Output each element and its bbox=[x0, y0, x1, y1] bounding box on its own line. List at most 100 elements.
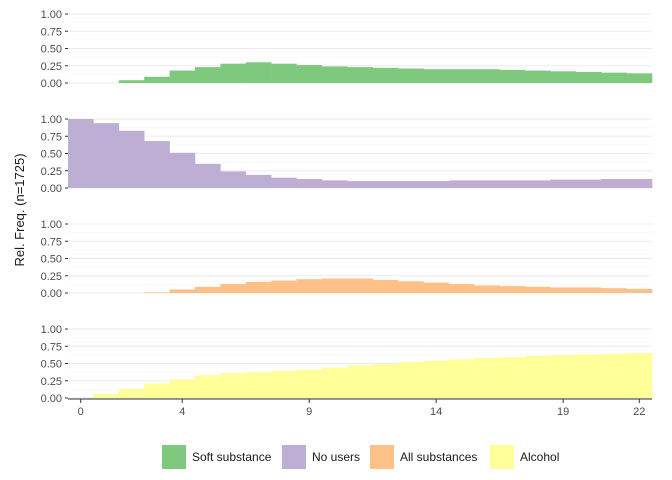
area-bar bbox=[194, 67, 221, 83]
chart-panels: 0.00 0.25 0.50 0.75 1.00 0.00 0.25 0.50 0.75 1.00… bbox=[41, 9, 653, 405]
area-bar bbox=[296, 279, 323, 293]
area-bar bbox=[194, 375, 221, 398]
y-tick-label: 1.00 bbox=[41, 9, 62, 21]
area-bar bbox=[144, 76, 170, 83]
area-bar bbox=[245, 372, 272, 398]
legend-item: All substances bbox=[370, 445, 477, 469]
panel-alcohol: 0.00 0.25 0.50 0.75 1.00 bbox=[41, 324, 653, 405]
y-tick-label: 1.00 bbox=[41, 324, 62, 336]
x-tick-label: 19 bbox=[557, 406, 569, 418]
panel-no-users: 0.00 0.25 0.50 0.75 1.00 bbox=[41, 114, 653, 195]
legend-swatch bbox=[162, 445, 186, 469]
area-bar bbox=[144, 141, 170, 188]
area-bar bbox=[144, 292, 170, 293]
area-bar bbox=[575, 287, 602, 293]
x-tick-label: 0 bbox=[78, 406, 84, 418]
area-bar bbox=[550, 287, 577, 293]
area-bar bbox=[220, 63, 247, 83]
y-tick-label: 0.25 bbox=[41, 166, 62, 178]
area-bar bbox=[93, 393, 120, 398]
y-tick-label: 1.00 bbox=[41, 114, 62, 126]
panel-all-substances: 0.00 0.25 0.50 0.75 1.00 bbox=[41, 219, 653, 300]
area-bar bbox=[296, 179, 323, 188]
y-tick-label: 0.75 bbox=[41, 341, 62, 353]
area-bar bbox=[169, 289, 196, 293]
area-bar bbox=[474, 357, 500, 398]
legend-label: Alcohol bbox=[520, 450, 559, 464]
area-bar bbox=[271, 280, 297, 293]
area-bar bbox=[93, 123, 120, 188]
area-bar bbox=[296, 65, 323, 83]
area-bar bbox=[398, 68, 424, 83]
x-tick-label: 22 bbox=[633, 406, 645, 418]
area-bar bbox=[372, 279, 399, 293]
area-bar bbox=[499, 180, 526, 188]
x-tick-label: 9 bbox=[306, 406, 312, 418]
area-bar bbox=[169, 379, 196, 398]
x-tick-label: 14 bbox=[430, 406, 442, 418]
area-bar bbox=[245, 174, 272, 188]
y-tick-label: 0.50 bbox=[41, 149, 62, 161]
area-bar bbox=[347, 278, 373, 293]
area-bar bbox=[220, 373, 247, 398]
legend-item: Soft substance bbox=[162, 445, 272, 469]
area-bar bbox=[525, 286, 551, 293]
area-bar bbox=[118, 80, 145, 83]
area-bar bbox=[321, 66, 348, 83]
area-bar bbox=[499, 286, 526, 293]
y-tick-label: 0.00 bbox=[41, 288, 62, 300]
legend-label: No users bbox=[312, 450, 360, 464]
area-bar bbox=[194, 286, 221, 293]
area-bar bbox=[499, 69, 526, 83]
area-bar bbox=[448, 284, 475, 293]
area-bar bbox=[220, 284, 247, 293]
y-axis-title: Rel. Freq. (n=1725) bbox=[12, 153, 27, 266]
x-tick-label: 4 bbox=[179, 406, 185, 418]
area-bar bbox=[372, 364, 399, 398]
area-bar bbox=[169, 152, 196, 188]
legend-swatch bbox=[282, 445, 306, 469]
legend: Soft substance No users All substances Alco… bbox=[162, 445, 559, 469]
area-bar bbox=[575, 179, 602, 188]
area-bar bbox=[245, 62, 272, 83]
area-bar bbox=[575, 354, 602, 398]
area-bar bbox=[347, 181, 373, 188]
area-bar bbox=[321, 278, 348, 293]
area-bar bbox=[372, 181, 399, 188]
area-bar bbox=[398, 362, 424, 398]
area-bar bbox=[347, 67, 373, 83]
y-tick-label: 0.50 bbox=[41, 254, 62, 266]
legend-label: All substances bbox=[400, 450, 477, 464]
y-tick-label: 1.00 bbox=[41, 219, 62, 231]
area-bar bbox=[601, 72, 627, 83]
area-bar bbox=[398, 181, 424, 188]
area-bar bbox=[423, 181, 450, 188]
area-bar bbox=[321, 367, 348, 398]
y-tick-label: 0.25 bbox=[41, 376, 62, 388]
y-tick-label: 0.50 bbox=[41, 44, 62, 56]
area-bar bbox=[575, 71, 602, 83]
area-bar bbox=[448, 69, 475, 83]
area-bar bbox=[448, 180, 475, 188]
area-bar bbox=[626, 288, 653, 293]
area-bar bbox=[194, 163, 221, 188]
legend-item: Alcohol bbox=[490, 445, 559, 469]
area-bar bbox=[550, 71, 577, 83]
y-tick-label: 0.00 bbox=[41, 183, 62, 195]
area-bar bbox=[296, 369, 323, 398]
area-bar bbox=[474, 285, 500, 293]
panel-soft-substance: 0.00 0.25 0.50 0.75 1.00 bbox=[41, 9, 653, 90]
area-bar bbox=[550, 179, 577, 188]
area-bar bbox=[474, 180, 500, 188]
area-bar bbox=[398, 281, 424, 293]
y-tick-label: 0.00 bbox=[41, 78, 62, 90]
legend-swatch bbox=[490, 445, 514, 469]
area-bar bbox=[372, 67, 399, 83]
y-tick-label: 0.50 bbox=[41, 359, 62, 371]
area-bar bbox=[601, 288, 627, 293]
area-bar bbox=[321, 180, 348, 188]
area-bar bbox=[525, 355, 551, 398]
y-tick-label: 0.75 bbox=[41, 236, 62, 248]
area-bar bbox=[499, 357, 526, 398]
